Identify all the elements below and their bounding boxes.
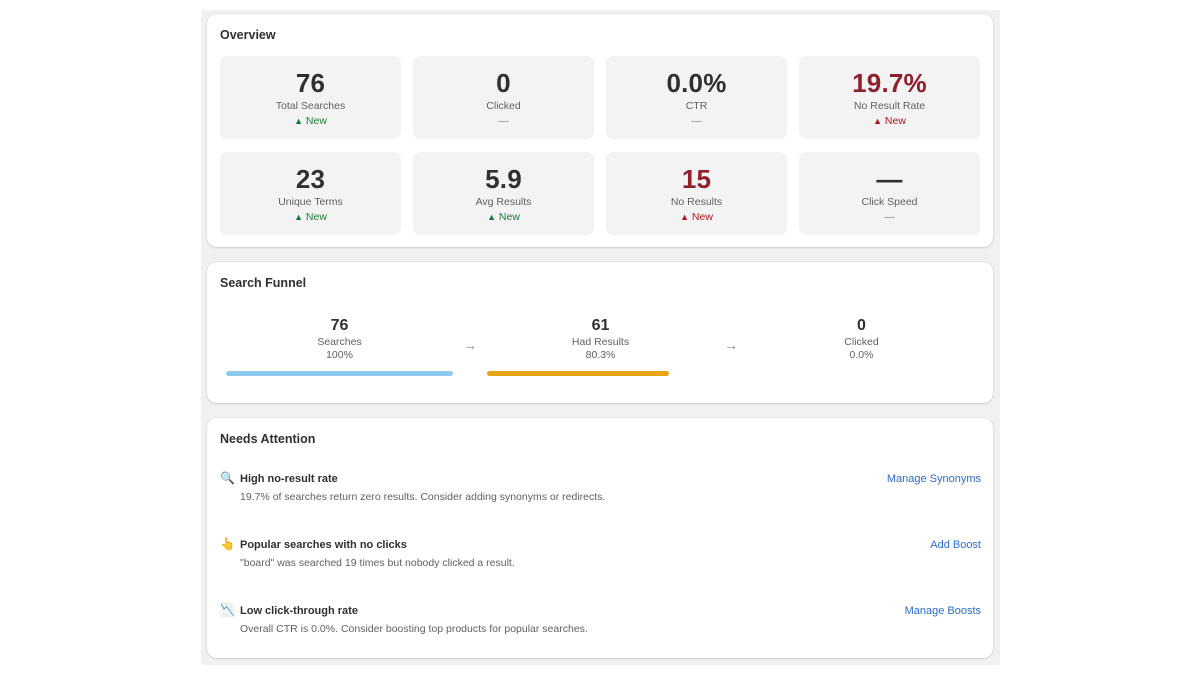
stat-label: Clicked	[486, 100, 521, 112]
attention-item-no-clicks: 👆 Popular searches with no clicks "board…	[220, 537, 981, 571]
funnel-label: Searches	[317, 336, 362, 348]
stat-change: ▲ New	[294, 115, 327, 127]
stat-change: ▲ New	[294, 211, 327, 223]
funnel-count: 76	[330, 317, 349, 334]
attention-item-low-ctr: 📉 Low click-through rate Overall CTR is …	[220, 603, 981, 637]
stat-value: 0.0%	[666, 68, 727, 98]
stat-value: 5.9	[485, 164, 522, 194]
attention-item-title: High no-result rate	[240, 473, 338, 485]
triangle-up-icon: ▲	[294, 212, 303, 222]
funnel-percent: 0.0%	[849, 349, 874, 361]
attention-item-description: 19.7% of searches return zero results. C…	[240, 491, 606, 503]
funnel-count: 0	[857, 317, 866, 334]
stat-ctr: 0.0% CTR —	[606, 56, 787, 139]
stat-change: ▲ New	[680, 211, 713, 223]
stat-clicked: 0 Clicked —	[413, 56, 594, 139]
stat-change: ▲ New	[487, 211, 520, 223]
stat-click-speed: — Click Speed —	[799, 152, 980, 235]
funnel-percent: 80.3%	[585, 349, 616, 361]
stat-change: —	[884, 211, 895, 223]
stat-label: No Results	[670, 196, 723, 208]
funnel-bar-had-results	[487, 371, 669, 376]
stat-unique-terms: 23 Unique Terms ▲ New	[220, 152, 401, 235]
funnel-step-clicked: 0 Clicked 0.0%	[748, 316, 975, 362]
funnel-count: 61	[591, 317, 610, 334]
pointing-hand-icon: 👆	[220, 537, 235, 551]
stat-label: Click Speed	[861, 196, 918, 208]
magnifier-icon: 🔍	[220, 471, 235, 485]
funnel-step-searches: 76 Searches 100%	[226, 316, 453, 362]
overview-card: Overview 76 Total Searches ▲ New 0 Click…	[207, 14, 993, 247]
attention-item-description: "board" was searched 19 times but nobody…	[240, 557, 515, 569]
triangle-up-icon: ▲	[294, 116, 303, 126]
triangle-up-icon: ▲	[680, 212, 689, 222]
stat-label: CTR	[685, 100, 708, 112]
stat-total-searches: 76 Total Searches ▲ New	[220, 56, 401, 139]
stat-value: 0	[496, 68, 511, 98]
chart-decreasing-icon: 📉	[220, 603, 235, 617]
stat-value: 23	[295, 164, 326, 194]
funnel-bar-searches	[226, 371, 453, 376]
stat-value: 19.7%	[852, 68, 927, 98]
funnel-title: Search Funnel	[220, 276, 307, 290]
funnel-percent: 100%	[326, 349, 353, 361]
attention-item-title: Low click-through rate	[240, 605, 358, 617]
attention-card: Needs Attention 🔍 High no-result rate 19…	[207, 418, 993, 658]
triangle-up-icon: ▲	[873, 116, 882, 126]
stat-label: Avg Results	[475, 196, 532, 208]
funnel-label: Clicked	[844, 336, 879, 348]
stat-change: —	[498, 115, 509, 127]
stat-value: —	[876, 164, 903, 194]
arrow-right-icon: →	[463, 337, 477, 353]
attention-item-description: Overall CTR is 0.0%. Consider boosting t…	[240, 623, 588, 635]
stat-no-results: 15 No Results ▲ New	[606, 152, 787, 235]
stat-label: Unique Terms	[278, 196, 343, 208]
arrow-right-icon: →	[724, 337, 738, 353]
stat-label: No Result Rate	[853, 100, 926, 112]
stat-grid: 76 Total Searches ▲ New 0 Clicked — 0.0%…	[220, 56, 981, 235]
stat-label: Total Searches	[275, 100, 346, 112]
attention-item-title: Popular searches with no clicks	[240, 539, 407, 551]
overview-title: Overview	[220, 28, 276, 42]
analytics-panel: Overview 76 Total Searches ▲ New 0 Click…	[201, 10, 1000, 665]
triangle-up-icon: ▲	[487, 212, 496, 222]
stat-value: 76	[295, 68, 326, 98]
funnel-card: Search Funnel 76 Searches 100% → 61 Had …	[207, 262, 993, 403]
stat-value: 15	[681, 164, 712, 194]
manage-boosts-link[interactable]: Manage Boosts	[904, 605, 981, 617]
stat-change: ▲ New	[873, 115, 906, 127]
manage-synonyms-link[interactable]: Manage Synonyms	[886, 473, 981, 485]
stat-change: —	[691, 115, 702, 127]
stat-no-result-rate: 19.7% No Result Rate ▲ New	[799, 56, 980, 139]
attention-title: Needs Attention	[220, 432, 316, 446]
attention-item-no-result-rate: 🔍 High no-result rate 19.7% of searches …	[220, 471, 981, 505]
stat-avg-results: 5.9 Avg Results ▲ New	[413, 152, 594, 235]
funnel-label: Had Results	[571, 336, 630, 348]
add-boost-link[interactable]: Add Boost	[930, 539, 981, 551]
funnel-step-had-results: 61 Had Results 80.3%	[487, 316, 714, 362]
